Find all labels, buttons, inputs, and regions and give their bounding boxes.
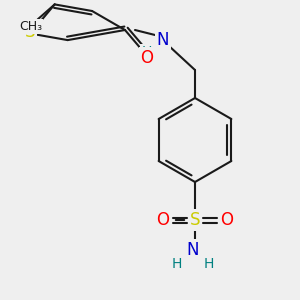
Text: H: H: [172, 257, 182, 271]
Text: N: N: [187, 241, 199, 259]
Text: H: H: [142, 45, 152, 59]
Text: S: S: [190, 211, 200, 229]
Text: H: H: [204, 257, 214, 271]
Text: S: S: [25, 22, 35, 40]
Text: CH₃: CH₃: [19, 20, 42, 33]
Text: N: N: [157, 31, 169, 49]
Text: O: O: [140, 49, 154, 67]
Text: O: O: [157, 211, 169, 229]
Text: O: O: [220, 211, 233, 229]
